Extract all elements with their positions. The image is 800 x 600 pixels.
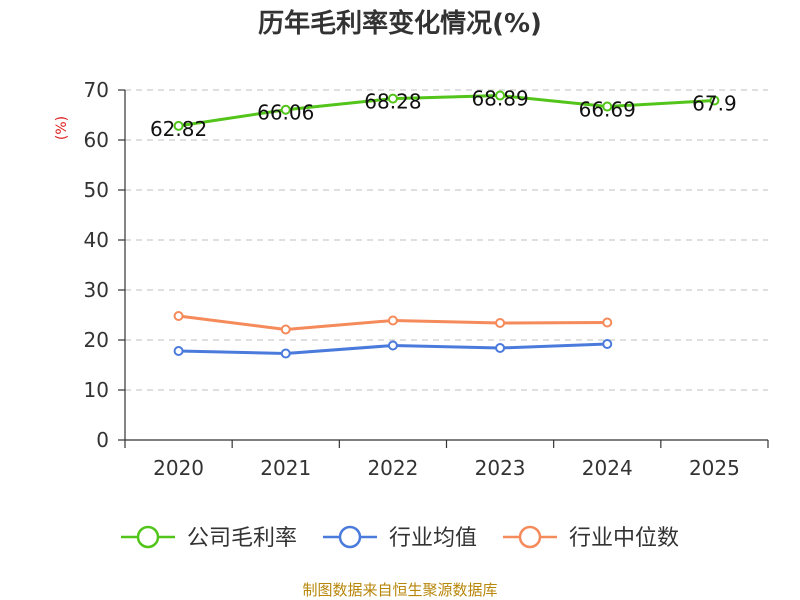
series-line: [178, 94, 715, 128]
legend-item[interactable]: 行业中位数: [503, 525, 679, 551]
axes: 0 10 20 30 40 50 60 70 2020 2021 2022 2023 2024 2025: [84, 78, 769, 480]
y-tick-label: 70: [84, 78, 109, 102]
data-point: [709, 95, 720, 106]
x-tick-label: 2023: [475, 456, 526, 480]
data-label: 68.28: [364, 90, 421, 114]
legend-item[interactable]: 行业均值: [323, 525, 477, 551]
y-tick-label: 30: [84, 278, 109, 302]
data-point: [495, 318, 506, 328]
legend-marker: [518, 525, 542, 549]
data-point: [173, 311, 184, 321]
data-label: 66.69: [579, 98, 636, 122]
data-point: [387, 315, 398, 326]
x-tick-label: 2022: [367, 456, 418, 480]
data-label: 67.9: [692, 92, 737, 116]
data-point: [173, 120, 184, 131]
y-axis-label: (%): [54, 116, 70, 140]
legend[interactable]: 公司毛利率 行业均值 行业中位数: [121, 525, 679, 551]
legend-label: 行业均值: [389, 526, 477, 551]
data-point: [280, 324, 291, 335]
y-tick-label: 50: [84, 178, 109, 202]
series-2: [173, 339, 613, 359]
y-tick-label: 10: [84, 378, 109, 402]
data-point: [387, 93, 398, 104]
y-tick-label: 40: [84, 228, 109, 252]
source-note: 制图数据来自恒生聚源数据库: [302, 581, 497, 599]
data-point: [387, 340, 398, 351]
series-layer: [173, 90, 720, 359]
y-tick-label: 60: [84, 128, 109, 152]
series-3: [173, 311, 613, 335]
x-tick-label: 2024: [582, 456, 633, 480]
data-point: [280, 104, 291, 115]
legend-item[interactable]: 公司毛利率: [121, 525, 297, 551]
y-tick-label: 0: [96, 428, 109, 452]
data-point: [602, 339, 613, 349]
legend-marker: [338, 525, 362, 549]
series-1: [173, 90, 720, 131]
legend-label: 公司毛利率: [187, 526, 297, 551]
data-label: 68.89: [471, 87, 528, 111]
legend-marker: [136, 525, 160, 549]
data-label: 62.82: [150, 117, 207, 141]
data-label: 66.06: [257, 101, 314, 125]
data-point: [495, 90, 506, 101]
x-tick-label: 2021: [260, 456, 311, 480]
data-point: [602, 101, 613, 112]
data-point: [173, 346, 184, 356]
data-point: [602, 317, 613, 328]
data-point: [495, 343, 506, 353]
x-tick-label: 2025: [689, 456, 740, 480]
legend-label: 行业中位数: [569, 526, 679, 551]
data-labels: 62.82 66.06 68.28 68.89 66.69 67.9: [150, 87, 737, 141]
chart-title: 历年毛利率变化情况(%): [258, 8, 542, 39]
x-tick-label: 2020: [153, 456, 204, 480]
data-point: [280, 348, 291, 359]
grid: [125, 89, 768, 391]
y-tick-label: 20: [84, 328, 109, 352]
